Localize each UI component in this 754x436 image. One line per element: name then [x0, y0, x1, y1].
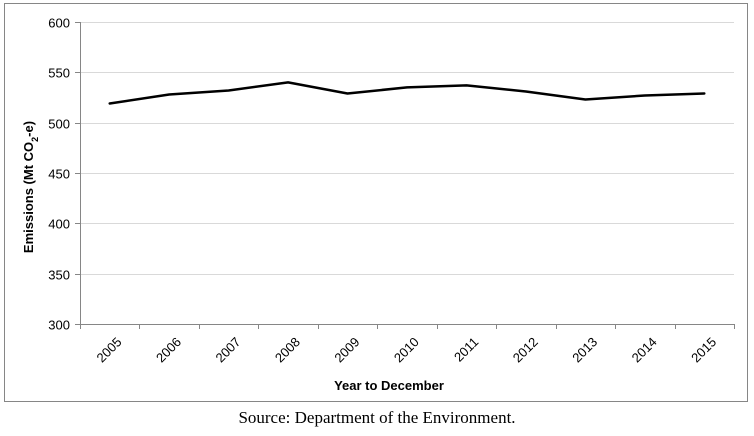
y-tick-label: 600 [48, 16, 70, 31]
y-tick-label: 400 [48, 217, 70, 232]
grid-lines [80, 22, 734, 275]
y-tick-label: 500 [48, 117, 70, 132]
chart-frame [4, 3, 748, 402]
y-tick-label: 300 [48, 318, 70, 333]
y-tick-label: 550 [48, 66, 70, 81]
series-layer [108, 81, 706, 105]
y-axis-title-main: Emissions (Mt CO [21, 142, 36, 253]
y-axis-title: Emissions (Mt CO2-e) [21, 121, 40, 253]
y-tick-labels: 300 350 400 450 500 550 600 [48, 16, 70, 333]
y-axis-title-tail: -e) [21, 121, 36, 137]
x-axis-title: Year to December [334, 378, 444, 393]
y-tick-label: 450 [48, 167, 70, 182]
axes [75, 22, 735, 329]
y-axis-title-subscript: 2 [30, 137, 40, 142]
y-tick-label: 350 [48, 268, 70, 283]
source-caption: Source: Department of the Environment. [238, 408, 516, 427]
